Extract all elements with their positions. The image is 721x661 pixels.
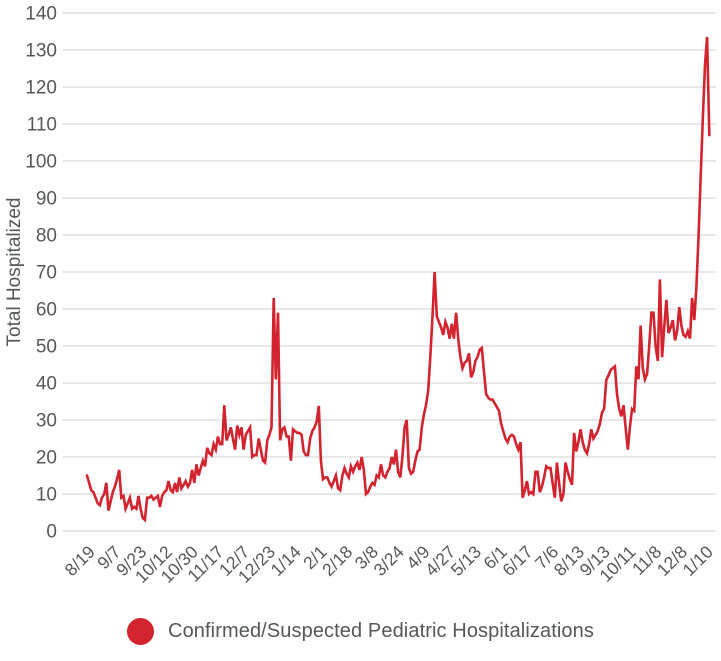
series-line (85, 36, 711, 523)
chart-legend: Confirmed/Suspected Pediatric Hospitaliz… (0, 601, 721, 661)
x-tick-label: 2/18 (318, 542, 356, 580)
legend-label: Confirmed/Suspected Pediatric Hospitaliz… (168, 619, 594, 642)
legend-marker-icon (127, 617, 155, 645)
y-tick-label: 30 (36, 411, 57, 432)
y-tick-label: 10 (36, 485, 57, 506)
y-tick-label: 110 (27, 115, 57, 136)
y-tick-label: 0 (46, 522, 57, 543)
x-tick-label: 3/24 (370, 541, 408, 579)
y-tick-label: 120 (25, 78, 57, 99)
y-tick-label: 20 (36, 448, 57, 469)
y-tick-label: 130 (25, 41, 57, 62)
y-tick-label: 40 (36, 374, 57, 395)
legend-item-confirmed-suspected[interactable]: Confirmed/Suspected Pediatric Hospitaliz… (127, 617, 594, 645)
y-tick-label: 80 (36, 226, 57, 247)
x-tick-label: 1/14 (267, 541, 305, 579)
y-tick-label: 90 (36, 189, 57, 210)
chart-area: 0 10 20 30 40 50 60 70 80 90 100 110 120 130 140 8/19 9/… (4, 4, 717, 587)
x-tick-label: 6/17 (498, 542, 536, 580)
line-chart: 01020304050607080901001101201301408/199/… (4, 4, 717, 587)
y-tick-label: 70 (36, 263, 57, 284)
y-tick-label: 50 (36, 337, 57, 358)
x-tick-label: 5/13 (447, 542, 485, 580)
x-tick-label: 8/19 (61, 542, 99, 580)
y-axis-title: Total Hospitalized (4, 198, 25, 347)
x-tick-label: 1/10 (679, 541, 717, 579)
y-tick-label: 100 (25, 152, 57, 173)
y-tick-label: 60 (36, 300, 57, 321)
y-tick-label: 140 (25, 4, 57, 25)
